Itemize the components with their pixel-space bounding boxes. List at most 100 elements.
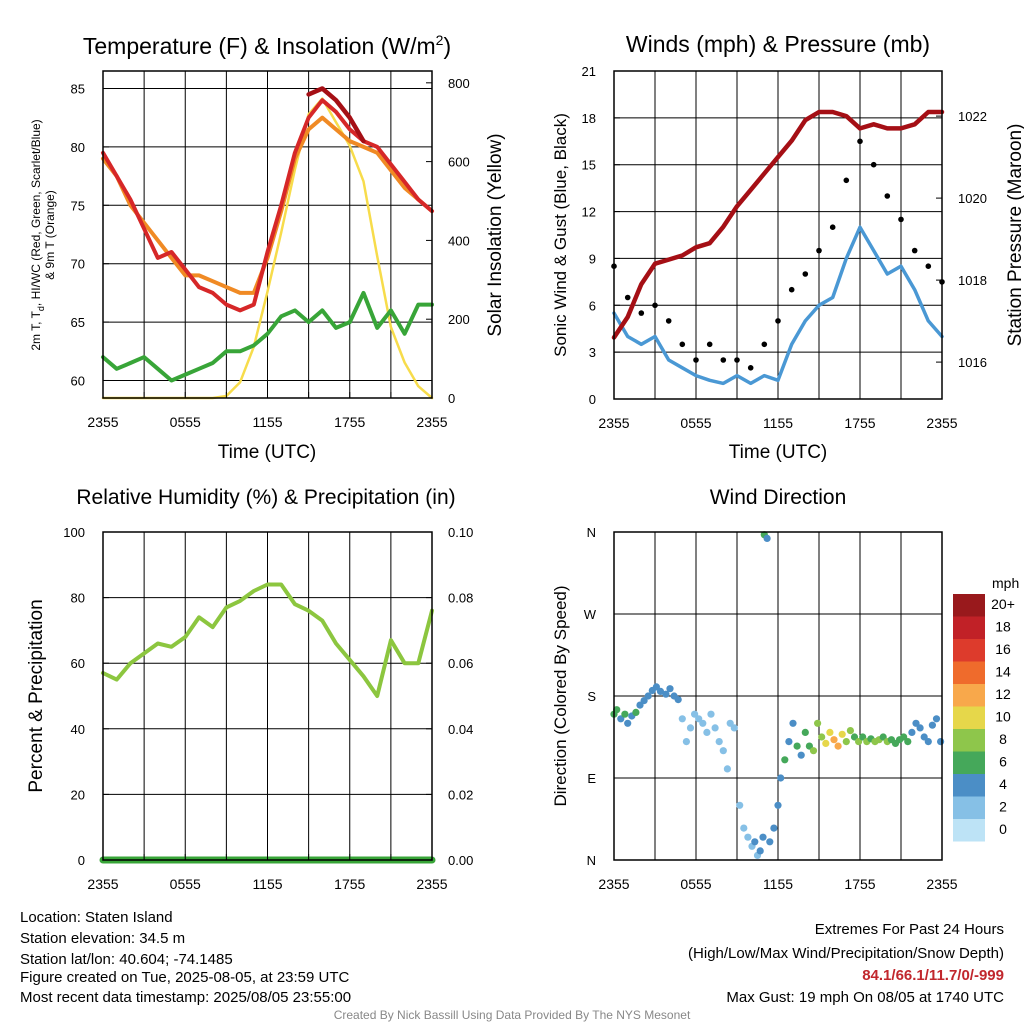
gust-point xyxy=(652,302,658,309)
direction-point xyxy=(924,738,932,746)
gust-point xyxy=(802,271,809,277)
humidity-panel-title: Relative Humidity (%) & Precipitation (i… xyxy=(76,486,455,509)
humidity-x-ticks: 2355 0555 1155 1755 2355 xyxy=(87,854,448,892)
insolation-y-axis-label: Solar Insolation (Yellow) xyxy=(485,133,506,336)
pressure-y-ticks: 1016 1018 1020 1022 xyxy=(936,109,987,370)
direction-tick-label: N xyxy=(587,853,596,868)
direction-points xyxy=(610,531,945,860)
x-tick-label: 0555 xyxy=(170,414,201,430)
direction-point xyxy=(674,696,682,704)
x-tick-label: 1755 xyxy=(844,415,875,431)
extremes-values: 84.1/66.1/11.7/0/-999 xyxy=(862,967,1004,984)
winds-y-ticks: 0 3 6 9 12 15 18 21 xyxy=(582,64,620,407)
direction-point xyxy=(711,724,719,732)
direction-point xyxy=(715,738,723,746)
direction-point xyxy=(822,739,830,748)
gust-point xyxy=(884,193,891,199)
direction-point xyxy=(904,738,912,746)
winds-panel-title: Winds (mph) & Pressure (mb) xyxy=(626,31,930,57)
y-tick-label: 70 xyxy=(71,257,85,272)
credit-line: Created By Nick Bassill Using Data Provi… xyxy=(334,1008,691,1022)
y2-tick-label: 0.08 xyxy=(448,591,473,606)
direction-point xyxy=(814,719,822,727)
legend-label: 16 xyxy=(995,641,1011,657)
direction-tick-label: S xyxy=(587,689,596,704)
direction-point xyxy=(644,692,652,700)
x-tick-label: 1755 xyxy=(844,876,875,892)
x-tick-label: 2355 xyxy=(87,414,118,430)
winds-panel: Winds (mph) & Pressure (mb) 0 3 6 9 12 15 18 21… xyxy=(551,31,1024,463)
direction-point xyxy=(744,833,752,841)
y-tick-label: 15 xyxy=(582,158,596,173)
y2-tick-label: 800 xyxy=(448,76,470,91)
direction-point xyxy=(932,715,941,723)
recent-timestamp: Most recent data timestamp: 2025/08/05 2… xyxy=(20,989,351,1006)
direction-point xyxy=(809,747,818,755)
direction-point xyxy=(879,733,887,741)
direction-tick-label: E xyxy=(587,771,596,786)
x-tick-label: 2355 xyxy=(416,876,447,892)
y-tick-label: 65 xyxy=(71,315,85,330)
gust-point xyxy=(693,357,699,363)
temperature-x-axis-label: Time (UTC) xyxy=(218,442,317,463)
direction-point xyxy=(789,719,797,727)
humidity-grid xyxy=(103,532,432,860)
dewpoint-line xyxy=(101,290,434,383)
gust-point xyxy=(925,263,932,270)
legend-swatch xyxy=(953,639,985,662)
y-tick-label: 3 xyxy=(589,345,596,360)
direction-point xyxy=(785,738,793,746)
temperature-x-ticks: 2355 0555 1155 1755 2355 xyxy=(87,392,448,430)
gust-point xyxy=(843,177,850,184)
y2-tick-label: 0.04 xyxy=(448,722,473,737)
direction-point xyxy=(759,833,767,841)
sonic-wind-line xyxy=(612,225,944,386)
direction-point xyxy=(736,801,744,809)
precipitation-y-ticks: 0.00 0.02 0.04 0.06 0.08 0.10 xyxy=(426,525,473,868)
y-tick-label: 100 xyxy=(63,525,85,540)
legend-swatch xyxy=(953,819,985,842)
legend-swatch xyxy=(953,706,985,729)
direction-point xyxy=(624,719,632,727)
legend-swatch xyxy=(953,729,985,752)
gust-point xyxy=(816,247,822,254)
gust-point xyxy=(747,365,754,371)
direction-point xyxy=(826,728,834,737)
legend-swatch xyxy=(953,751,985,774)
speed-legend-title: mph xyxy=(992,575,1019,591)
y-tick-label: 85 xyxy=(71,82,85,97)
direction-point xyxy=(830,736,838,744)
gust-point xyxy=(788,286,795,293)
x-tick-label: 0555 xyxy=(170,876,201,892)
temperature-y-axis-label-line2: & 9m T (Orange) xyxy=(43,190,57,280)
legend-label: 14 xyxy=(995,664,1011,680)
station-latlon: Station lat/lon: 40.604; -74.1485 xyxy=(20,951,233,968)
temperature-y-ticks: 60 65 70 75 80 85 xyxy=(71,82,109,388)
x-tick-label: 0555 xyxy=(680,415,711,431)
legend-swatch xyxy=(953,594,985,617)
legend-swatch xyxy=(953,684,985,707)
direction-point xyxy=(928,721,937,729)
legend-swatch xyxy=(953,661,985,684)
y-tick-label: 12 xyxy=(582,205,596,220)
pressure-y-axis-label: Station Pressure (Maroon) xyxy=(1005,124,1024,347)
direction-point xyxy=(912,719,920,727)
y-tick-label: 0 xyxy=(78,853,85,868)
figure-created: Figure created on Tue, 2025-08-05, at 23… xyxy=(20,969,350,986)
x-tick-label: 2355 xyxy=(926,876,957,892)
gust-point xyxy=(761,341,768,348)
direction-point xyxy=(691,710,699,718)
direction-point xyxy=(781,756,789,764)
x-tick-label: 2355 xyxy=(598,876,629,892)
temperature-panel-title: Temperature (F) & Insolation (W/m2) xyxy=(83,32,451,59)
direction-point xyxy=(740,824,748,832)
y2-tick-label: 1022 xyxy=(958,109,987,124)
direction-point xyxy=(838,730,846,738)
winds-y-axis-label: Sonic Wind & Gust (Blue, Black) xyxy=(551,113,570,357)
direction-point xyxy=(662,690,670,698)
direction-point xyxy=(751,838,759,846)
direction-point xyxy=(763,534,771,543)
y-tick-label: 60 xyxy=(71,373,85,388)
y-tick-label: 18 xyxy=(582,111,596,126)
